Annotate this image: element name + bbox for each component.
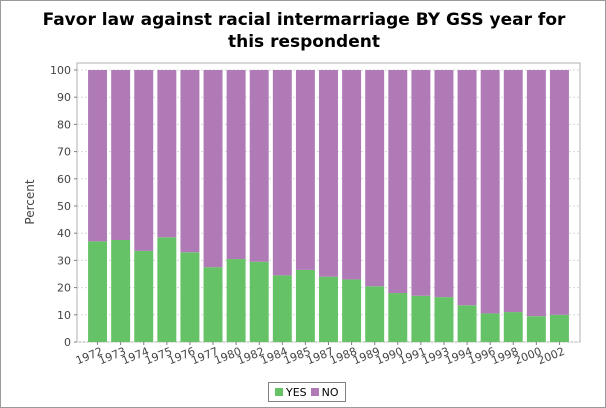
bar-no-1987 [319, 70, 338, 277]
y-tick-label: 80 [57, 118, 71, 131]
bar-yes-1985 [295, 269, 315, 342]
bar-no-2000 [526, 70, 546, 317]
bar-no-1996 [480, 70, 500, 314]
legend-label: NO [321, 385, 339, 399]
bar-no-1994 [457, 70, 477, 306]
bar-yes-1994 [457, 305, 477, 342]
bar-yes-1974 [134, 250, 154, 342]
bar-no-1982 [249, 70, 269, 262]
bar-yes-1996 [480, 313, 500, 342]
legend: YES NO [268, 382, 346, 402]
bar-no-1990 [388, 70, 408, 294]
bar-no-1984 [272, 70, 292, 276]
bar-no-1980 [226, 70, 246, 260]
chart-title: Favor law against racial intermarriage B… [42, 10, 566, 52]
y-tick-label: 50 [57, 200, 71, 213]
bar-no-1977 [203, 70, 223, 268]
y-tick-label: 20 [57, 282, 71, 295]
y-tick-label: 100 [50, 64, 71, 77]
bar-yes-2000 [526, 316, 546, 342]
bar-yes-1987 [319, 276, 338, 342]
legend-swatch [275, 388, 283, 396]
legend-item-no: NO [310, 385, 339, 399]
bar-no-1993 [434, 70, 454, 298]
bar-no-1972 [88, 70, 108, 242]
bar-no-2002 [549, 70, 569, 315]
bar-yes-1998 [503, 312, 523, 342]
y-axis-ticks: 0 10 20 30 40 50 60 70 80 90 100 [50, 64, 77, 349]
y-axis-title: Percent [23, 179, 37, 224]
bar-no-1985 [295, 70, 315, 270]
legend-swatch [310, 388, 319, 396]
y-tick-label: 40 [57, 227, 71, 240]
bar-yes-1988 [342, 279, 362, 342]
x-axis-ticks: 1972197319741975197619771980198219841985… [74, 342, 567, 367]
bar-no-1988 [342, 70, 362, 280]
y-tick-label: 30 [57, 254, 71, 267]
bar-yes-1993 [434, 297, 454, 342]
bar-no-1989 [365, 70, 385, 287]
x-tick-label: 2002 [536, 345, 567, 368]
bar-yes-1980 [226, 259, 246, 342]
bar-yes-1977 [203, 267, 223, 342]
bar-no-1998 [503, 70, 523, 313]
bar-yes-1990 [388, 293, 408, 342]
y-tick-label: 90 [57, 91, 71, 104]
y-tick-label: 10 [57, 309, 71, 322]
bar-yes-1984 [272, 275, 292, 342]
bar-yes-1972 [88, 241, 108, 342]
y-tick-label: 70 [57, 146, 71, 159]
bars [88, 70, 569, 342]
bar-yes-1991 [411, 295, 431, 342]
bar-yes-1975 [157, 237, 177, 342]
bar-no-1975 [157, 70, 177, 238]
bar-yes-1976 [180, 252, 200, 342]
y-tick-label: 0 [64, 336, 71, 349]
bar-yes-1973 [111, 240, 131, 342]
bar-no-1991 [411, 70, 431, 296]
bar-yes-1982 [249, 261, 269, 342]
legend-label: YES [286, 385, 307, 399]
bar-no-1973 [111, 70, 131, 240]
legend-item-yes: YES [275, 386, 307, 399]
y-tick-label: 60 [57, 173, 71, 186]
bar-no-1974 [134, 70, 154, 251]
bar-yes-2002 [549, 314, 569, 342]
bar-yes-1989 [365, 286, 385, 342]
bar-no-1976 [180, 70, 200, 253]
